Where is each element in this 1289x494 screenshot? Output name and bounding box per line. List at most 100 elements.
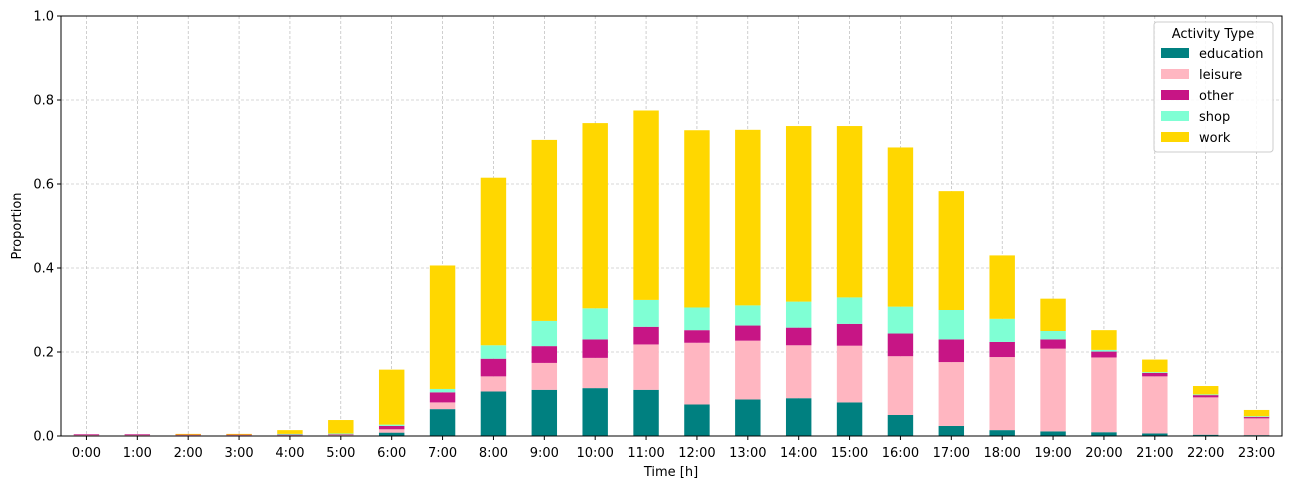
bars-layer <box>73 110 1270 436</box>
bar-leisure <box>938 362 965 426</box>
bar-shop <box>277 433 303 435</box>
legend-label-other: other <box>1199 89 1234 104</box>
x-tick-label: 20:00 <box>1085 446 1122 461</box>
bar-education <box>378 432 405 436</box>
bar-shop <box>735 305 761 326</box>
bar-work <box>1243 409 1270 417</box>
bar-shop <box>1192 394 1219 396</box>
bar-leisure <box>1040 348 1066 432</box>
bar-work <box>378 369 405 425</box>
x-tick-label: 21:00 <box>1136 446 1173 461</box>
bar-other <box>1243 416 1270 419</box>
bar-leisure <box>633 344 659 390</box>
x-tick-label: 13:00 <box>729 446 766 461</box>
x-tick-label: 0:00 <box>72 446 101 461</box>
bar-education <box>1091 432 1117 436</box>
x-tick-label: 15:00 <box>831 446 868 461</box>
bar-work <box>480 177 507 346</box>
legend-label-education: education <box>1199 47 1264 62</box>
bar-education <box>836 402 863 436</box>
bar-leisure <box>429 402 456 410</box>
x-tick-label: 7:00 <box>428 446 457 461</box>
bar-other <box>582 339 608 358</box>
bar-education <box>684 404 710 436</box>
bar-shop <box>480 345 507 359</box>
bar-shop <box>633 299 659 327</box>
bar-other <box>938 339 965 363</box>
bar-education <box>480 391 507 436</box>
x-tick-label: 10:00 <box>576 446 613 461</box>
bar-other <box>277 434 303 436</box>
bar-shop <box>1091 349 1117 352</box>
bar-shop <box>328 433 354 435</box>
x-tick-label: 6:00 <box>377 446 406 461</box>
y-tick-label: 0.6 <box>33 178 54 193</box>
bar-work <box>226 433 252 435</box>
bar-work <box>277 430 303 434</box>
plot-frame <box>60 15 1283 437</box>
x-tick-label: 19:00 <box>1034 446 1071 461</box>
y-tick-label: 1.0 <box>33 10 54 25</box>
x-tick-label: 3:00 <box>224 446 253 461</box>
bar-shop <box>887 306 914 334</box>
x-tick-label: 18:00 <box>983 446 1020 461</box>
x-tick-label: 5:00 <box>326 446 355 461</box>
bar-work <box>1040 298 1066 331</box>
legend: Activity Type education leisure other shop w… <box>1153 21 1274 153</box>
x-tick-label: 16:00 <box>882 446 919 461</box>
bar-other <box>226 434 252 436</box>
bar-work <box>989 255 1015 319</box>
bar-education <box>1142 433 1168 436</box>
bar-other <box>1142 373 1168 377</box>
bar-other <box>989 341 1015 358</box>
bar-other <box>1091 351 1117 358</box>
bar-work <box>1192 386 1219 395</box>
y-tick-label: 0.4 <box>33 262 54 277</box>
bar-leisure <box>887 356 914 415</box>
legend-label-shop: shop <box>1199 110 1230 125</box>
bar-other <box>378 425 405 430</box>
bar-education <box>1192 434 1219 436</box>
bar-other <box>836 323 863 346</box>
bar-other <box>429 392 456 403</box>
bar-other <box>124 434 151 436</box>
x-tick-label: 9:00 <box>530 446 559 461</box>
legend-items: education leisure other shop work <box>1161 47 1264 146</box>
bar-education <box>735 399 761 436</box>
bar-leisure <box>1192 397 1219 435</box>
bar-shop <box>1243 416 1270 418</box>
x-axis-title: Time [h] <box>643 465 698 480</box>
bar-leisure <box>175 434 201 436</box>
bar-shop <box>582 308 608 340</box>
bar-work <box>836 126 863 298</box>
bar-leisure <box>378 429 405 433</box>
bar-leisure <box>73 434 100 436</box>
bar-work <box>887 147 914 307</box>
bar-education <box>429 409 456 436</box>
bar-shop <box>378 424 405 426</box>
bar-shop <box>785 301 812 328</box>
legend-label-work: work <box>1199 131 1231 146</box>
bar-shop <box>684 307 710 331</box>
bar-education <box>989 430 1015 436</box>
y-tick-label: 0.0 <box>33 430 54 445</box>
bar-leisure <box>124 434 151 436</box>
bar-work <box>1142 359 1168 373</box>
bar-education <box>531 389 558 436</box>
legend-swatch-leisure <box>1161 69 1189 79</box>
legend-swatch-other <box>1161 90 1189 100</box>
bar-education <box>582 388 608 436</box>
bar-other <box>1192 394 1219 398</box>
bar-education <box>785 398 812 436</box>
bar-work <box>938 191 965 310</box>
bar-other <box>328 433 354 435</box>
x-tick-label: 12:00 <box>678 446 715 461</box>
bar-leisure <box>582 357 608 389</box>
bar-education <box>633 389 659 436</box>
bar-other <box>531 346 558 363</box>
x-tick-label: 2:00 <box>174 446 203 461</box>
bar-leisure <box>328 434 354 436</box>
bar-leisure <box>1091 357 1117 433</box>
